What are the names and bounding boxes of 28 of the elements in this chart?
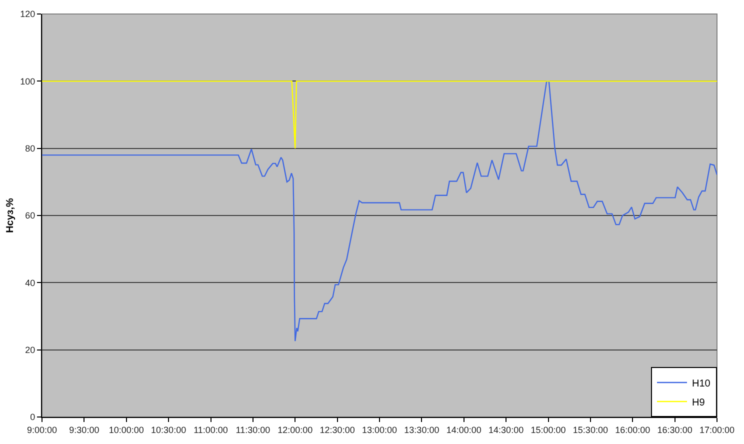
- x-tick-label: 17:00:00: [699, 424, 735, 435]
- x-tick-label: 14:30:00: [488, 424, 524, 435]
- y-tick-label: 100: [20, 76, 36, 86]
- x-tick-label: 10:30:00: [151, 424, 186, 435]
- x-tick-label: 11:30:00: [236, 424, 270, 435]
- x-tick-label: 12:00:00: [278, 424, 313, 435]
- y-tick-label: 40: [25, 278, 36, 288]
- y-tick-label: 60: [25, 210, 36, 221]
- x-tick-label: 13:00:00: [362, 424, 398, 435]
- x-tick-label: 14:00:00: [446, 424, 482, 435]
- x-tick-label: 15:00:00: [530, 424, 566, 435]
- x-tick-label: 15:30:00: [572, 424, 608, 435]
- y-tick-label: 80: [25, 143, 36, 154]
- y-tick-label: 120: [20, 9, 36, 20]
- line-series: [42, 80, 717, 342]
- legend-label: H10: [692, 378, 711, 390]
- x-tick-label: 13:30:00: [404, 424, 440, 435]
- x-tick-label: 12:30:00: [320, 424, 355, 435]
- y-tick-label: 0: [30, 412, 36, 422]
- x-tick-label: 11:00:00: [194, 424, 228, 435]
- y-axis-title: Нсуз,%: [5, 198, 16, 233]
- x-tick-label: 10:00:00: [108, 424, 144, 435]
- x-tick-label: 9:30:00: [69, 424, 100, 435]
- x-tick-label: 9:00:00: [26, 424, 58, 435]
- legend-label: H9: [692, 397, 706, 408]
- x-tick-label: 16:30:00: [657, 424, 692, 435]
- x-tick-label: 16:00:00: [615, 424, 650, 435]
- y-tick-label: 20: [25, 344, 36, 355]
